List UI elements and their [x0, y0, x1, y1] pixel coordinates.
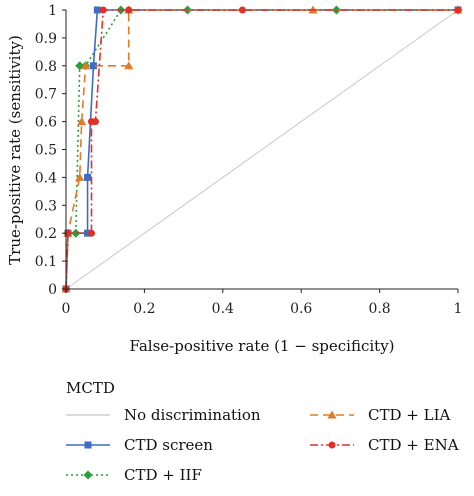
legend-entry-3: CTD + LIA	[310, 406, 450, 424]
legend-entry-2: CTD + IIF	[66, 466, 202, 484]
data-point-1-5	[93, 6, 101, 14]
x-tick-label-5: 1	[454, 301, 463, 317]
data-point-2-2	[71, 228, 81, 238]
x-tick-label-0: 0	[62, 301, 71, 317]
data-point-1-3	[84, 173, 92, 181]
series-0	[65, 9, 459, 290]
x-tick-label-4: 0.8	[368, 301, 390, 317]
data-point-4-2	[87, 229, 95, 237]
legend-marker-1	[84, 441, 92, 449]
y-tick-label-7: 0.7	[35, 87, 57, 103]
x-tick-label-3: 0.6	[290, 301, 312, 317]
x-axis-title: False-positive rate (1 − specificity)	[129, 337, 394, 355]
y-tick-label-6: 0.6	[35, 115, 57, 131]
legend-entry-1: CTD screen	[66, 436, 213, 454]
legend-marker-2	[83, 470, 93, 480]
data-point-4-8	[454, 6, 462, 14]
y-tick-label-10: 1	[48, 3, 57, 19]
legend-label-4: CTD + ENA	[368, 436, 459, 454]
y-ticks: 0 0.1 0.2 0.3 0.4 0.5 0.6 0.7 0.8 0.9 1	[35, 3, 66, 298]
y-tick-label-3: 0.3	[35, 198, 57, 214]
data-point-3-4	[81, 61, 91, 70]
legend: MCTD No discrimination CTD screen CTD + II…	[66, 379, 459, 484]
data-point-4-7	[238, 6, 246, 14]
y-tick-label-0: 0	[48, 282, 57, 298]
y-tick-label-8: 0.8	[35, 59, 57, 75]
legend-title: MCTD	[66, 379, 115, 397]
y-tick-label-9: 0.9	[35, 31, 57, 47]
x-tick-label-1: 0.2	[133, 301, 155, 317]
legend-label-0: No discrimination	[124, 406, 261, 424]
legend-label-2: CTD + IIF	[124, 466, 202, 484]
y-axis-title: True-positive rate (sensitivity)	[6, 35, 24, 265]
series-4	[62, 6, 462, 293]
x-ticks: 0 0.2 0.4 0.6 0.8 1	[62, 289, 463, 317]
plot-lines	[61, 5, 463, 294]
series-line-0	[65, 9, 459, 290]
legend-entry-4: CTD + ENA	[310, 436, 459, 454]
data-point-3-5	[124, 61, 134, 70]
data-point-4-4	[91, 118, 99, 126]
x-tick-label-2: 0.4	[212, 301, 234, 317]
legend-label-3: CTD + LIA	[368, 406, 450, 424]
data-point-4-6	[125, 6, 133, 14]
y-tick-label-1: 0.1	[35, 254, 57, 270]
data-point-1-4	[89, 62, 97, 70]
data-point-3-2	[75, 172, 85, 181]
legend-entry-0: No discrimination	[66, 406, 261, 424]
data-point-4-5	[99, 6, 107, 14]
y-tick-label-5: 0.5	[35, 143, 57, 159]
legend-marker-4	[328, 441, 336, 449]
data-point-3-3	[77, 117, 87, 126]
y-tick-label-2: 0.2	[35, 226, 57, 242]
y-tick-label-4: 0.4	[35, 170, 57, 186]
legend-label-1: CTD screen	[124, 436, 213, 454]
legend-marker-3	[327, 410, 337, 419]
